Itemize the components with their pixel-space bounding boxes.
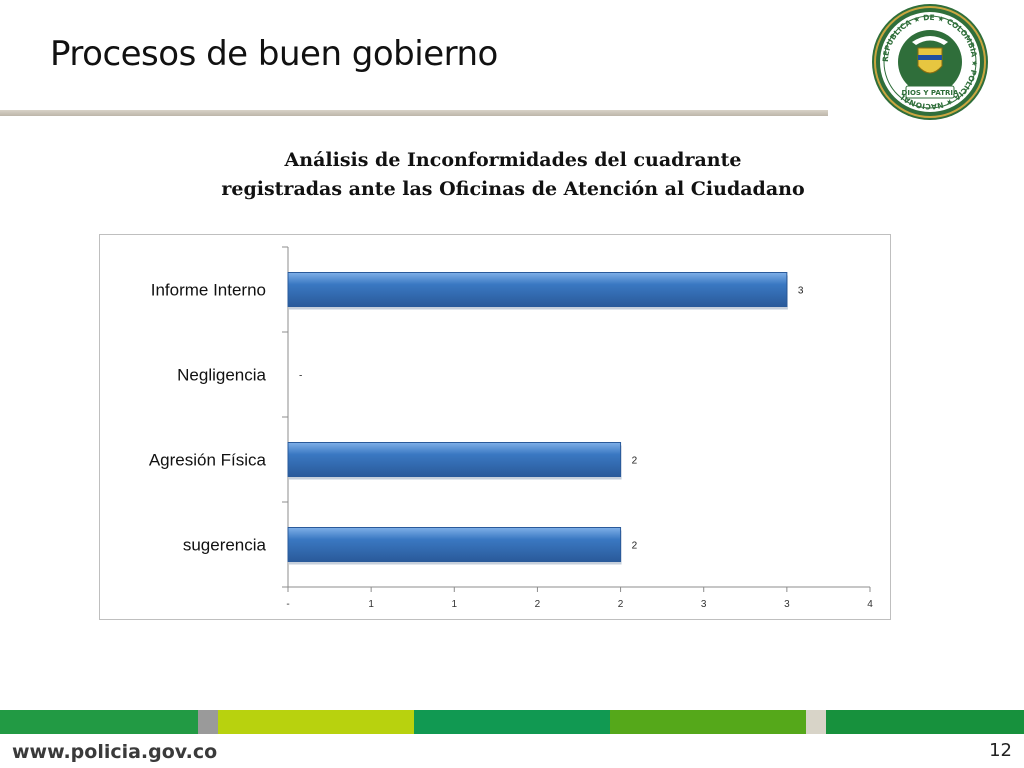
category-label: sugerencia [183,536,267,555]
x-tick-label: 1 [368,599,374,610]
footer-band-segment [414,710,610,734]
title-divider [0,110,828,116]
x-tick-label: 4 [867,599,873,610]
slide-title: Procesos de buen gobierno [50,34,498,74]
footer-band-segment [806,710,826,734]
data-label: - [299,371,302,382]
data-label: 2 [632,541,638,552]
x-tick-label: 2 [535,599,541,610]
data-label: 2 [632,456,638,467]
page-number: 12 [989,740,1012,761]
policia-nacional-seal-logo: REPUBLICA ★ DE ★ COLOMBIA ★ POLICIA ★ NA… [872,4,988,120]
footer-band-segment [198,710,218,734]
category-label: Negligencia [177,366,266,385]
footer-band-segment [0,710,198,734]
bar [287,442,622,477]
category-label: Agresión Física [149,451,267,470]
bar-chart-canvas: - 1 1 2 2 3 3 4 Informe Interno 3 Negligencia - Agre… [149,246,873,610]
x-tick-label: - [286,599,289,610]
bar [287,527,622,562]
chart-heading-line-1: Análisis de Inconformidades del cuadrant… [284,149,742,171]
bar-chart: - 1 1 2 2 3 3 4 Informe Interno 3 Negligencia - Agre… [99,234,891,620]
x-tick-label: 2 [618,599,624,610]
seal-motto: DIOS Y PATRIA [902,89,959,97]
category-label: Informe Interno [151,281,266,300]
bar [287,272,788,307]
chart-heading: Análisis de Inconformidades del cuadrant… [150,146,876,204]
x-tick-label: 3 [784,599,790,610]
footer-band-segment [218,710,414,734]
x-tick-label: 1 [452,599,458,610]
data-label: 3 [798,286,804,297]
footer-color-band [0,710,1024,734]
footer-band-segment [610,710,806,734]
footer-band-segment [826,710,1024,734]
x-tick-label: 3 [701,599,707,610]
chart-heading-line-2: registradas ante las Oficinas de Atenció… [221,178,805,200]
footer-url-link[interactable]: www.policia.gov.co [12,741,218,763]
